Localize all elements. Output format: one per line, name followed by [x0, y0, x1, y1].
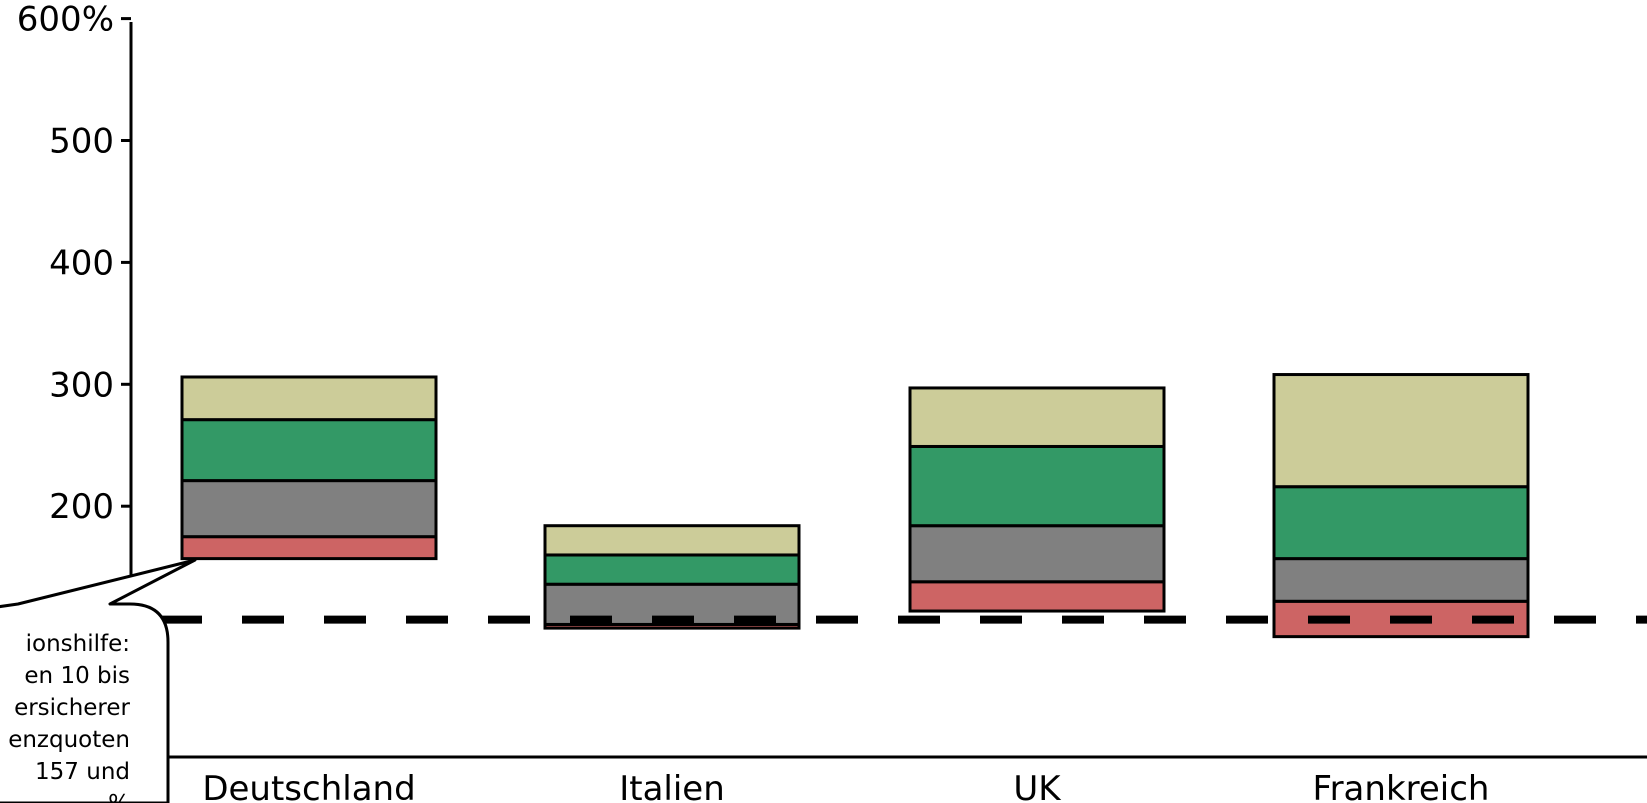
category-label-frankreich: Frankreich: [1313, 769, 1490, 803]
category-label-deutschland: Deutschland: [202, 769, 415, 803]
category-labels: Deutschland Italien UK Frankreich: [168, 755, 1647, 803]
y-axis: 200 300 400 500 600%: [17, 0, 133, 578]
bar-segment-deutschland-1: [180, 479, 438, 539]
y-tick-label: 600%: [17, 0, 114, 40]
callout: ionshilfe: en 10 bis ersicherer enzquoten 15…: [0, 558, 197, 803]
bar-segment-uk-2: [908, 444, 1166, 528]
bar-segment-italien-3: [543, 524, 801, 557]
bar-segment-uk-1: [908, 524, 1166, 584]
bar-segment-italien-2: [543, 553, 801, 586]
callout-bubble: [0, 558, 197, 803]
bar-segment-deutschland-2: [180, 418, 438, 483]
callout-text-line: en 10 bis: [24, 663, 130, 689]
y-tick-label: 500: [49, 122, 114, 162]
bar-segment-uk-3: [908, 386, 1166, 448]
bar-segment-deutschland-3: [180, 375, 438, 422]
category-label-italien: Italien: [619, 769, 725, 803]
bar-segment-frankreich-2: [1272, 485, 1530, 561]
category-label-uk: UK: [1013, 769, 1062, 803]
callout-text-line: %: [108, 791, 130, 803]
callout-text-line: ionshilfe:: [26, 631, 130, 657]
y-tick-label: 400: [49, 243, 114, 283]
bar-segment-uk-0: [908, 580, 1166, 613]
callout-text-line: ersicherer: [14, 695, 130, 721]
bar-segment-frankreich-1: [1272, 557, 1530, 603]
bar-segment-deutschland-0: [180, 535, 438, 561]
bars-layer: [180, 373, 1530, 639]
y-tick-label: 200: [49, 487, 114, 527]
callout-text-line: 157 und: [35, 759, 130, 785]
callout-text-line: enzquoten: [8, 727, 130, 753]
bar-segment-frankreich-3: [1272, 373, 1530, 489]
y-tick-label: 300: [49, 365, 114, 405]
